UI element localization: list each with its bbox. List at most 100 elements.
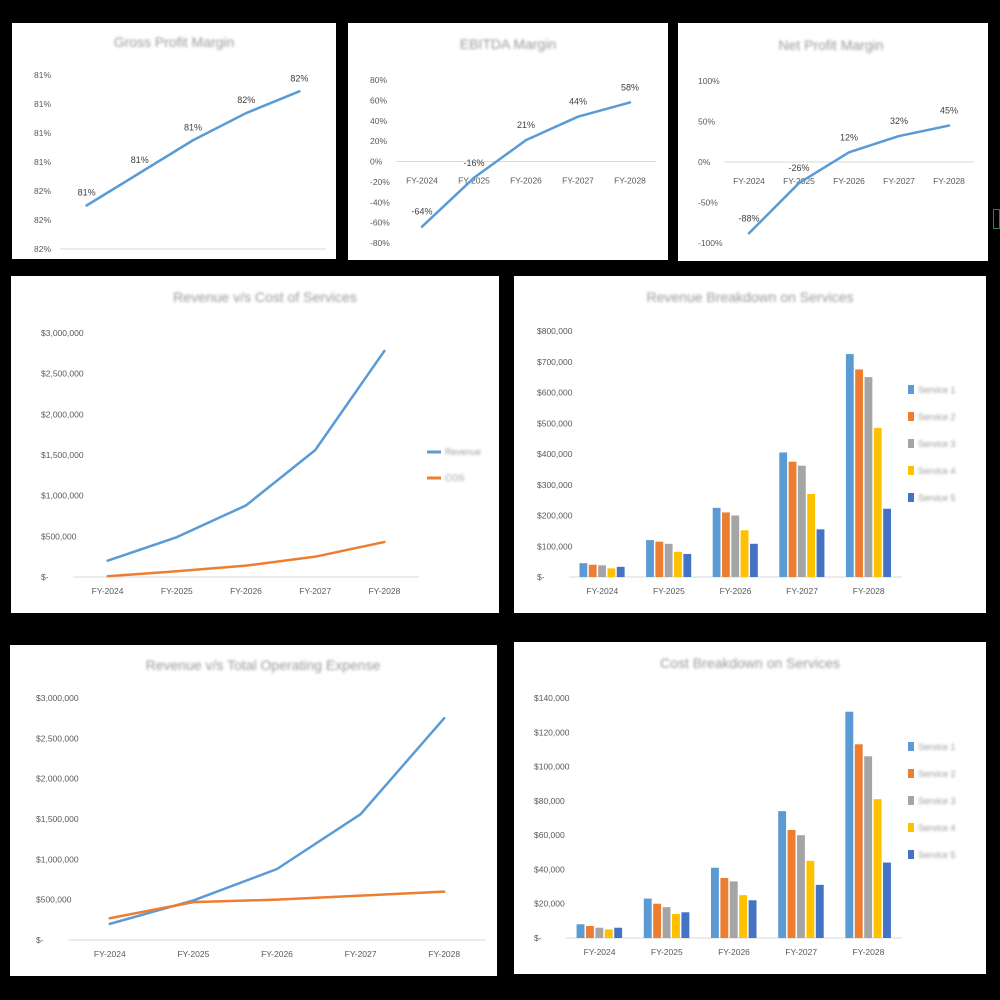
bar-series-2-fy-2026 xyxy=(722,512,730,577)
x-tick-label: FY-2024 xyxy=(71,258,103,259)
legend-label: Service 3 xyxy=(918,796,956,806)
x-tick-label: FY-2025 xyxy=(783,176,815,186)
y-tick-label: $1,500,000 xyxy=(36,814,79,824)
bar-series-5-fy-2027 xyxy=(815,884,824,938)
bar-series-5-fy-2028 xyxy=(883,508,892,577)
bar-series-2-fy-2026 xyxy=(720,878,729,938)
y-tick-label: $1,500,000 xyxy=(41,450,84,460)
x-tick-label: FY-2024 xyxy=(733,176,765,186)
x-tick-label: FY-2027 xyxy=(785,947,817,957)
x-tick-label: FY-2027 xyxy=(299,586,331,596)
revenue-vs-opex-panel: Revenue v/s Total Operating Expense $3,00… xyxy=(10,645,497,976)
y-tick-label: $600,000 xyxy=(537,388,573,398)
legend-swatch xyxy=(908,850,914,859)
bar-series-3-fy-2026 xyxy=(731,515,740,577)
bar-series-4-fy-2028 xyxy=(873,799,882,938)
data-label: 81% xyxy=(184,122,202,132)
y-tick-label: $1,000,000 xyxy=(36,854,79,864)
bar-series-4-fy-2027 xyxy=(807,493,816,577)
x-tick-label: FY-2026 xyxy=(510,176,542,186)
data-label: -16% xyxy=(463,158,484,168)
cell-selection-edge xyxy=(993,209,1000,229)
data-label: 12% xyxy=(840,132,858,142)
chart-title: Revenue Breakdown on Services xyxy=(646,289,853,305)
legend-label: Service 3 xyxy=(918,439,956,449)
series-line-1 xyxy=(85,90,301,207)
legend-swatch xyxy=(908,385,914,394)
gross-profit-margin-panel: Gross Profit Margin 81% 81% 81% 81% 82% 82% 82%… xyxy=(12,23,336,259)
bar-series-3-fy-2024 xyxy=(595,927,604,938)
x-tick-label: FY-2025 xyxy=(653,586,685,596)
chart-title: Revenue v/s Total Operating Expense xyxy=(146,657,381,673)
y-tick-label: $400,000 xyxy=(537,449,573,459)
x-tick-label: FY-2024 xyxy=(586,586,618,596)
y-tick-label: -100% xyxy=(698,238,723,248)
x-tick-label: FY-2027 xyxy=(345,949,377,959)
y-tick-label: 82% xyxy=(34,244,51,254)
bar-series-4-fy-2025 xyxy=(674,551,682,577)
net-profit-margin-panel: Net Profit Margin 100% 50% 0% -50% -100% FY-20… xyxy=(678,23,988,261)
series-line-2 xyxy=(106,540,386,578)
y-tick-label: 81% xyxy=(34,99,51,109)
legend-label: Service 5 xyxy=(918,850,956,860)
chart-title: Net Profit Margin xyxy=(778,37,883,53)
data-label: 81% xyxy=(78,188,96,198)
net-profit-margin-chart: Net Profit Margin 100% 50% 0% -50% -100% FY-20… xyxy=(698,37,974,248)
y-tick-label: $500,000 xyxy=(537,418,573,428)
x-tick-label: FY-2024 xyxy=(94,949,126,959)
y-tick-label: $500,000 xyxy=(41,531,77,541)
bar-series-4-fy-2024 xyxy=(607,568,616,577)
y-tick-label: $- xyxy=(537,572,545,582)
x-tick-label: FY-2028 xyxy=(933,176,965,186)
bar-series-5-fy-2026 xyxy=(748,900,757,938)
legend-swatch xyxy=(908,823,914,832)
bar-series-3-fy-2026 xyxy=(729,881,738,938)
y-tick-label: -60% xyxy=(370,218,390,228)
data-label: 82% xyxy=(290,73,308,83)
y-tick-label: $200,000 xyxy=(537,511,573,521)
bar-series-5-fy-2025 xyxy=(681,912,690,938)
bar-series-2-fy-2028 xyxy=(854,744,863,938)
x-tick-label: FY-2025 xyxy=(651,947,683,957)
y-tick-label: $120,000 xyxy=(534,727,570,737)
ebitda-margin-panel: EBITDA Margin 80% 60% 40% 20% 0% -20% -40% -60% -… xyxy=(348,23,668,260)
chart-title: EBITDA Margin xyxy=(460,36,556,52)
x-tick-label: FY-2025 xyxy=(124,258,156,259)
y-tick-label: -50% xyxy=(698,198,718,208)
legend-swatch xyxy=(908,466,914,475)
bar-series-5-fy-2025 xyxy=(683,553,692,577)
data-label: 21% xyxy=(517,120,535,130)
revenue-vs-cost-chart: Revenue v/s Cost of Services $3,000,000 $2… xyxy=(41,289,481,596)
x-tick-label: FY-2027 xyxy=(230,258,262,259)
bar-series-5-fy-2026 xyxy=(749,543,758,577)
bar-series-1-fy-2028 xyxy=(845,711,854,938)
bar-series-4-fy-2024 xyxy=(604,929,613,938)
y-tick-label: $800,000 xyxy=(537,326,573,336)
data-label: -26% xyxy=(788,163,809,173)
x-tick-label: FY-2026 xyxy=(261,949,293,959)
bar-series-1-fy-2026 xyxy=(710,867,719,938)
bar-series-4-fy-2026 xyxy=(740,530,749,577)
y-tick-label: 40% xyxy=(370,116,387,126)
data-label: 45% xyxy=(940,106,958,116)
x-tick-label: FY-2026 xyxy=(833,176,865,186)
data-label: 58% xyxy=(621,82,639,92)
x-tick-label: FY-2025 xyxy=(458,176,490,186)
legend-swatch xyxy=(908,493,914,502)
y-tick-label: 60% xyxy=(370,95,387,105)
y-tick-label: $- xyxy=(534,933,542,943)
bar-series-3-fy-2028 xyxy=(864,756,873,938)
legend-swatch xyxy=(908,742,914,751)
bar-series-2-fy-2027 xyxy=(787,830,796,938)
bar-series-3-fy-2027 xyxy=(797,465,806,577)
bar-series-3-fy-2025 xyxy=(662,907,671,938)
y-tick-label: $2,000,000 xyxy=(36,774,79,784)
legend-label: Service 5 xyxy=(918,493,956,503)
x-tick-label: FY-2026 xyxy=(718,947,750,957)
y-tick-label: $2,500,000 xyxy=(36,733,79,743)
x-tick-label: FY-2027 xyxy=(883,176,915,186)
bar-series-1-fy-2025 xyxy=(646,540,654,577)
revenue-breakdown-panel: Revenue Breakdown on Services $800,000 $70… xyxy=(514,276,986,613)
legend-swatch xyxy=(908,769,914,778)
data-label: 32% xyxy=(890,116,908,126)
